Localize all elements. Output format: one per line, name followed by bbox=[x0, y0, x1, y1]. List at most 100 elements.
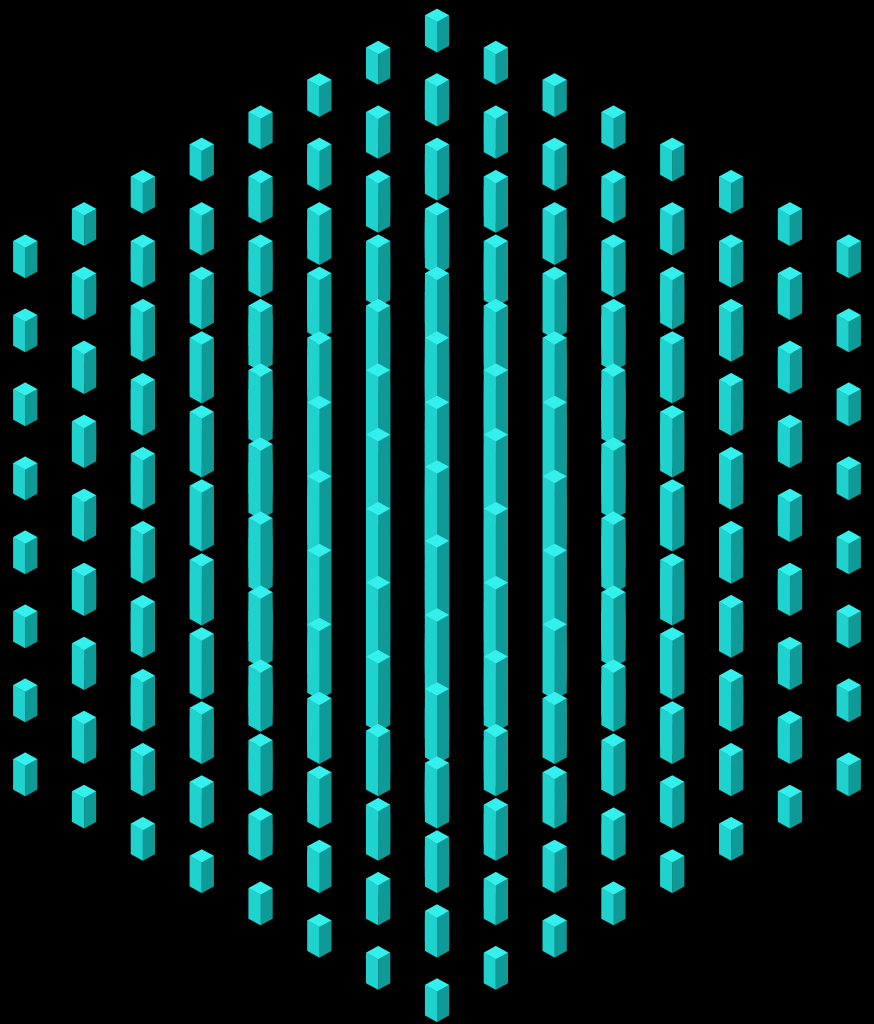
cube-face bbox=[672, 559, 685, 598]
cube-face bbox=[542, 543, 567, 557]
cube-face bbox=[483, 797, 508, 812]
cube-face bbox=[731, 749, 744, 787]
cube bbox=[307, 202, 332, 246]
cube-face bbox=[84, 791, 97, 829]
cube bbox=[542, 617, 567, 662]
cube bbox=[660, 553, 685, 598]
cube-face bbox=[189, 855, 202, 894]
cube bbox=[248, 437, 273, 482]
cube-face bbox=[424, 73, 450, 87]
cube-face bbox=[189, 479, 214, 493]
cube-face bbox=[130, 527, 143, 565]
cube-face bbox=[189, 144, 202, 182]
cube-face bbox=[777, 208, 790, 246]
cube-face bbox=[483, 40, 508, 55]
cube-face bbox=[601, 592, 614, 630]
cube-face bbox=[613, 888, 626, 926]
cube bbox=[189, 627, 214, 672]
cube bbox=[366, 105, 391, 150]
cube-face bbox=[13, 530, 38, 544]
cube-face bbox=[777, 717, 790, 755]
cube-face bbox=[777, 562, 803, 576]
cube bbox=[71, 340, 97, 385]
cube-face bbox=[424, 202, 450, 216]
cube-face bbox=[366, 305, 379, 343]
cube-face bbox=[260, 888, 273, 926]
cube-face bbox=[789, 495, 803, 533]
cube bbox=[130, 446, 155, 491]
cube bbox=[189, 331, 214, 375]
cube-face bbox=[307, 202, 332, 216]
cube-face bbox=[13, 611, 26, 649]
cube-face bbox=[260, 814, 273, 852]
cube-face bbox=[836, 463, 849, 501]
cube-face bbox=[542, 266, 567, 280]
cube bbox=[542, 913, 567, 958]
cube-face bbox=[719, 234, 744, 248]
cube bbox=[542, 137, 567, 182]
cube-face bbox=[437, 910, 450, 949]
cube-face bbox=[71, 208, 85, 246]
cube-face bbox=[483, 508, 496, 546]
cube bbox=[777, 488, 803, 533]
cube-face bbox=[848, 759, 861, 797]
cube-face bbox=[836, 389, 849, 427]
cube-face bbox=[424, 756, 450, 770]
cube-face bbox=[601, 518, 614, 556]
cube-face bbox=[613, 305, 626, 343]
cube-face bbox=[84, 208, 97, 246]
cube-face bbox=[307, 331, 332, 345]
cube-face bbox=[248, 881, 273, 895]
cube-face bbox=[424, 337, 437, 375]
cube-face bbox=[201, 208, 214, 246]
cube-face bbox=[307, 266, 332, 280]
cube-face bbox=[483, 730, 496, 768]
cube-face bbox=[424, 688, 437, 727]
cube-face bbox=[130, 668, 155, 683]
cube-face bbox=[307, 543, 332, 557]
cube-face bbox=[554, 846, 567, 884]
cube-face bbox=[483, 649, 508, 664]
cube bbox=[483, 649, 508, 694]
cube-face bbox=[307, 144, 320, 182]
cube-face bbox=[777, 273, 790, 311]
cube-face bbox=[672, 144, 685, 182]
cube-face bbox=[483, 582, 496, 620]
cube-face bbox=[189, 337, 202, 375]
cube bbox=[601, 105, 626, 150]
cube bbox=[13, 530, 38, 575]
cube-face bbox=[84, 273, 97, 311]
cube-face bbox=[495, 370, 508, 408]
cube-face bbox=[836, 685, 849, 723]
cube-face bbox=[542, 617, 567, 631]
cube bbox=[542, 543, 567, 588]
cube-face bbox=[248, 234, 273, 248]
cube-face bbox=[424, 144, 437, 182]
cube bbox=[483, 169, 508, 214]
cube-face bbox=[601, 733, 626, 747]
cube-face bbox=[71, 340, 97, 354]
cube-face bbox=[378, 656, 391, 694]
cube-face bbox=[248, 444, 261, 482]
cube bbox=[483, 797, 508, 842]
cube-face bbox=[601, 807, 626, 821]
cube-face bbox=[307, 624, 320, 662]
cube-face bbox=[836, 315, 849, 353]
cube bbox=[601, 807, 626, 852]
cube-face bbox=[248, 740, 261, 778]
cube-face bbox=[719, 749, 732, 787]
cube bbox=[424, 830, 450, 875]
cube bbox=[542, 765, 567, 810]
cube-face bbox=[189, 849, 214, 863]
cube-face bbox=[366, 40, 391, 55]
cube-face bbox=[189, 202, 214, 216]
cube-face bbox=[719, 446, 744, 461]
cube-face bbox=[424, 984, 437, 1023]
cube-face bbox=[378, 878, 391, 916]
cube-face bbox=[201, 273, 214, 311]
cube-face bbox=[495, 305, 508, 343]
cube-face bbox=[84, 643, 97, 681]
cube bbox=[307, 543, 332, 588]
cube-face bbox=[319, 846, 332, 884]
cube-face bbox=[142, 241, 155, 279]
